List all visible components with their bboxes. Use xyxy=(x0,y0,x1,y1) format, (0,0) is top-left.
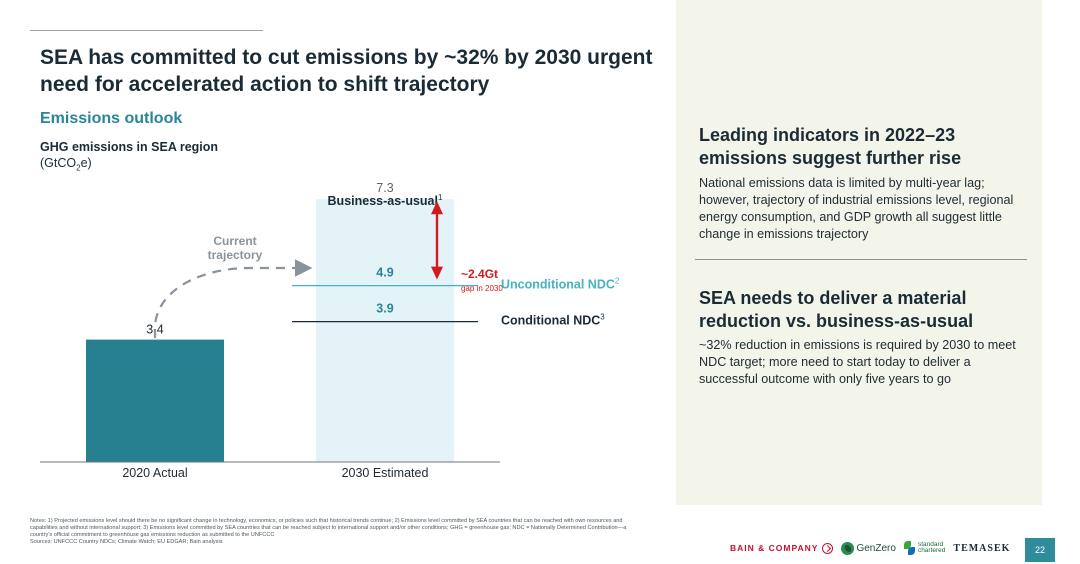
value-label: 7.3 xyxy=(376,181,393,195)
slide-title: SEA has committed to cut emissions by ~3… xyxy=(40,46,653,96)
gap-label: ~2.4Gt xyxy=(461,267,498,281)
gap-arrow-up-icon xyxy=(431,201,443,215)
bar-2020-actual xyxy=(86,339,224,462)
indicators-body: National emissions data is limited by mu… xyxy=(699,176,1014,241)
gap-arrow-down-icon xyxy=(431,266,443,280)
side-divider xyxy=(695,259,1027,260)
reference-footnote-ref: 3 xyxy=(600,313,605,322)
category-label: 2020 Actual xyxy=(122,466,187,480)
temasek-logo: TEMASEK xyxy=(953,542,1011,554)
chart-unit: (GtCO2e) xyxy=(40,156,92,173)
genzero-leaf-icon xyxy=(841,541,855,555)
page-number: 22 xyxy=(1025,538,1055,562)
standard-chartered-icon xyxy=(903,541,915,555)
standard-chartered-logo: standard chartered xyxy=(903,541,945,555)
footnotes: Notes: 1) Projected emissions level shou… xyxy=(30,518,650,546)
chart-title: GHG emissions in SEA region xyxy=(40,140,219,154)
footnote-sources: Sources: UNFCCC Country NDCs; Climate Wa… xyxy=(30,539,223,545)
reference-footnote-ref: 2 xyxy=(615,277,620,286)
gap-sublabel: gap in 2030 xyxy=(461,284,503,293)
reference-line-label: Unconditional NDC2 xyxy=(501,277,620,292)
slide-subtitle: Emissions outlook xyxy=(40,110,183,127)
footnote-notes: Notes: 1) Projected emissions level shou… xyxy=(30,518,627,538)
reduction-title: SEA needs to deliver a material reductio… xyxy=(699,288,974,331)
partner-logos: BAIN & COMPANY GenZero standard chartered… xyxy=(730,537,1010,559)
category-label: 2030 Estimated xyxy=(342,466,429,480)
reference-line-label: Conditional NDC3 xyxy=(501,313,605,328)
reduction-body: ~32% reduction in emissions is required … xyxy=(699,338,1016,386)
trajectory-label: trajectory xyxy=(208,248,263,262)
bain-arrow-icon xyxy=(822,542,834,554)
trajectory-label: Current xyxy=(213,234,256,248)
top-divider xyxy=(30,30,263,31)
side-panel xyxy=(676,0,1042,505)
trajectory-arrow xyxy=(153,259,313,338)
bain-logo: BAIN & COMPANY xyxy=(730,542,834,554)
bar-2030-estimated xyxy=(316,199,454,462)
genzero-logo: GenZero xyxy=(841,541,896,555)
reference-value-label: 3.9 xyxy=(376,302,393,316)
bau-label: Business-as-usual1 xyxy=(328,193,443,208)
emissions-chart: 2020 Actual 2030 Estimated3.47.3Business-… xyxy=(40,181,620,480)
bau-footnote-ref: 1 xyxy=(438,193,443,202)
reference-value-label: 4.9 xyxy=(376,266,393,280)
indicators-title: Leading indicators in 2022–23 emissions … xyxy=(699,125,962,168)
